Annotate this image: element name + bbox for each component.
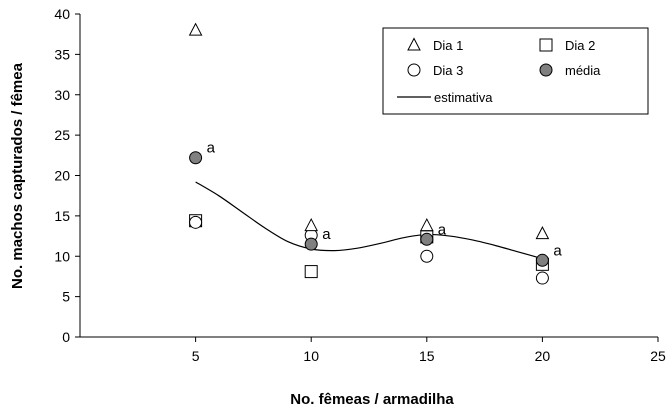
y-tick-label: 40	[54, 6, 70, 22]
legend: Dia 1 Dia 2 Dia 3 média estimativa	[382, 27, 649, 115]
x-tick-label: 25	[650, 348, 666, 364]
annotation-label: a	[207, 140, 216, 157]
y-tick-label: 35	[54, 46, 70, 62]
x-tick-label: 10	[303, 348, 319, 364]
legend-box	[382, 27, 649, 115]
y-tick-label: 15	[54, 208, 70, 224]
y-tick-label: 25	[54, 127, 70, 143]
point-m-dia	[535, 253, 549, 267]
legend-label-dia-2: Dia 2	[565, 38, 595, 53]
point-dia-1	[419, 217, 434, 232]
point-dia-1	[304, 217, 319, 232]
annotations: a a a a	[207, 140, 563, 260]
tick-labels: 0 5 10 15 20 25 30 35 40 5 10 15 20 25	[54, 6, 666, 364]
point-m-dia	[304, 237, 318, 251]
legend-marker-m-dia	[539, 63, 553, 77]
y-tick-label: 0	[62, 329, 70, 345]
y-axis-title: No. machos capturados / fêmea	[9, 62, 26, 289]
point-m-dia	[420, 232, 434, 246]
x-axis-title: No. fêmeas / armadilha	[290, 391, 454, 408]
legend-label-dia-1: Dia 1	[433, 38, 463, 53]
x-tick-label: 5	[192, 348, 200, 364]
legend-label-m-dia: média	[565, 63, 601, 78]
y-tick-label: 5	[62, 289, 70, 305]
point-m-dia	[189, 151, 203, 165]
annotation-label: a	[438, 221, 447, 238]
data-marks	[188, 22, 550, 285]
x-tick-label: 20	[535, 348, 551, 364]
point-dia-3	[420, 249, 434, 263]
y-tick-label: 20	[54, 168, 70, 184]
legend-marker-dia-2	[539, 38, 553, 52]
point-dia-1	[188, 22, 203, 36]
point-dia-2	[304, 265, 318, 279]
curve-estimativa	[195, 181, 543, 260]
point-dia-3	[189, 215, 203, 229]
tick-marks	[75, 13, 659, 342]
legend-label-dia-3: Dia 3	[433, 63, 463, 78]
legend-label-estimativa: estimativa	[434, 90, 493, 105]
point-dia-1	[535, 226, 550, 240]
y-tick-label: 30	[54, 87, 70, 103]
curve-layer	[195, 181, 543, 260]
annotation-label: a	[553, 242, 562, 259]
point-dia-3	[535, 271, 549, 285]
legend-marker-dia-1	[407, 37, 421, 51]
annotation-label: a	[322, 226, 331, 243]
y-tick-label: 10	[54, 248, 70, 264]
x-tick-label: 15	[419, 348, 435, 364]
legend-marker-dia-3	[407, 63, 421, 77]
